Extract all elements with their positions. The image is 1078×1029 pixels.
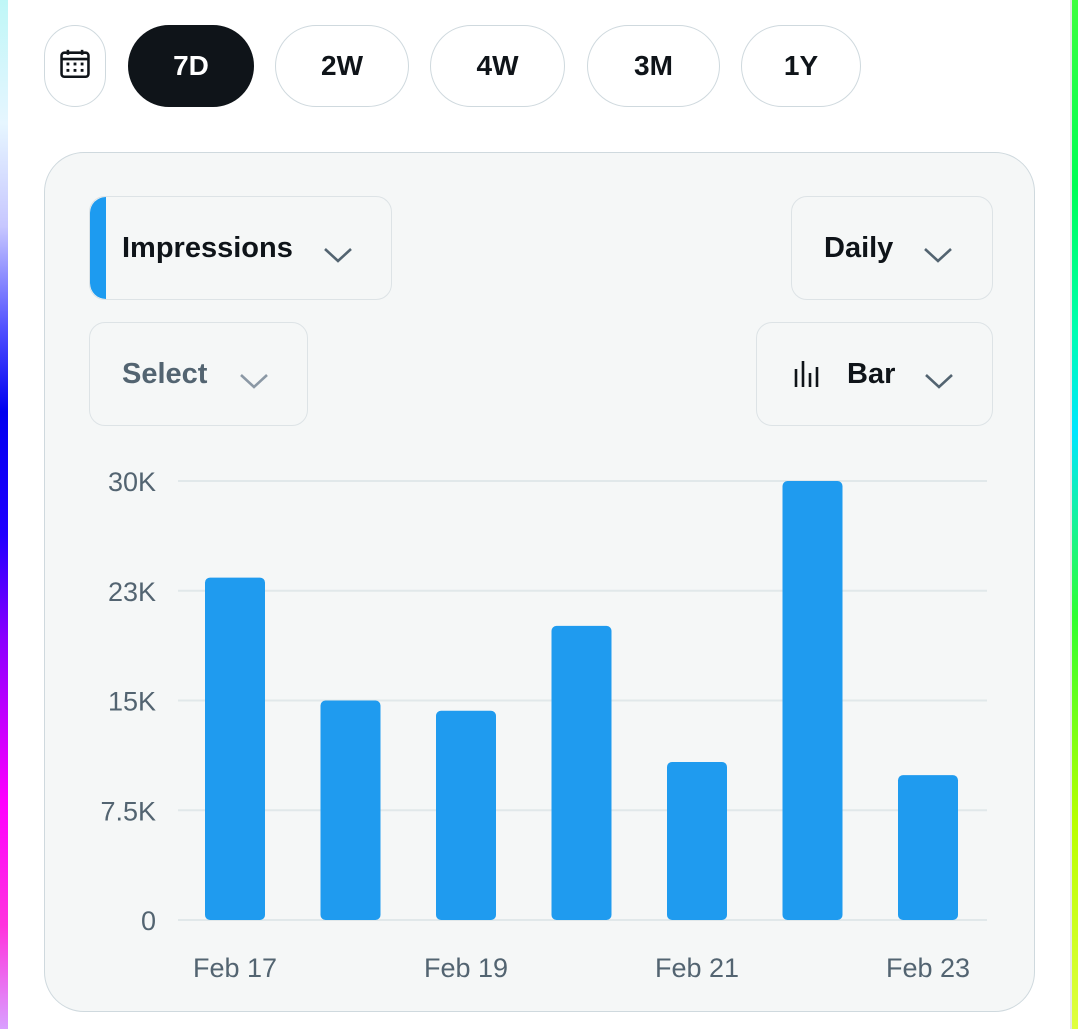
y-tick-label: 23K — [108, 577, 156, 607]
x-tick-label: Feb 23 — [886, 953, 970, 983]
compare-dropdown-label: Select — [122, 357, 208, 390]
chevron-down-icon — [238, 365, 270, 398]
range-4w-button[interactable]: 4W — [430, 25, 565, 107]
x-tick-label: Feb 19 — [424, 953, 508, 983]
bar — [205, 577, 265, 920]
calendar-button[interactable] — [44, 25, 106, 107]
right-edge-gradient — [1072, 0, 1078, 1029]
x-tick-label: Feb 17 — [193, 953, 277, 983]
chevron-down-icon — [923, 365, 955, 398]
range-1y-button[interactable]: 1Y — [741, 25, 861, 107]
bar — [898, 775, 958, 920]
metric-dropdown[interactable]: Impressions — [89, 196, 392, 300]
metric-color-swatch — [90, 197, 106, 299]
interval-dropdown[interactable]: Daily — [791, 196, 993, 300]
y-tick-label: 0 — [141, 906, 156, 936]
analytics-card: Impressions Daily Select Bar 0 7.5 — [44, 152, 1035, 1012]
impressions-bar-chart: 0 7.5K 15K 23K 30K Feb 17 Feb 19 Feb 21 Feb 23 — [100, 467, 987, 983]
compare-dropdown[interactable]: Select — [89, 322, 308, 426]
bar — [667, 761, 727, 920]
range-7d-button[interactable]: 7D — [128, 25, 254, 107]
chevron-down-icon — [922, 239, 954, 272]
metric-dropdown-label: Impressions — [122, 231, 293, 264]
y-tick-label: 30K — [108, 467, 156, 497]
chart-type-dropdown-label: Bar — [847, 357, 896, 390]
x-tick-label: Feb 21 — [655, 953, 739, 983]
chart-type-dropdown[interactable]: Bar — [756, 322, 993, 426]
bar-chart-icon — [793, 359, 821, 397]
range-3m-button[interactable]: 3M — [587, 25, 720, 107]
interval-dropdown-label: Daily — [824, 231, 894, 264]
range-2w-button[interactable]: 2W — [275, 25, 409, 107]
bar — [551, 625, 612, 920]
y-tick-label: 15K — [108, 687, 156, 717]
right-edge-divider — [1070, 0, 1072, 1029]
bar — [436, 710, 496, 920]
chevron-down-icon — [322, 239, 354, 272]
calendar-icon — [58, 47, 92, 86]
y-tick-label: 7.5K — [100, 796, 156, 826]
bar — [782, 481, 843, 920]
left-edge-gradient — [0, 0, 8, 1029]
bar — [320, 700, 381, 920]
